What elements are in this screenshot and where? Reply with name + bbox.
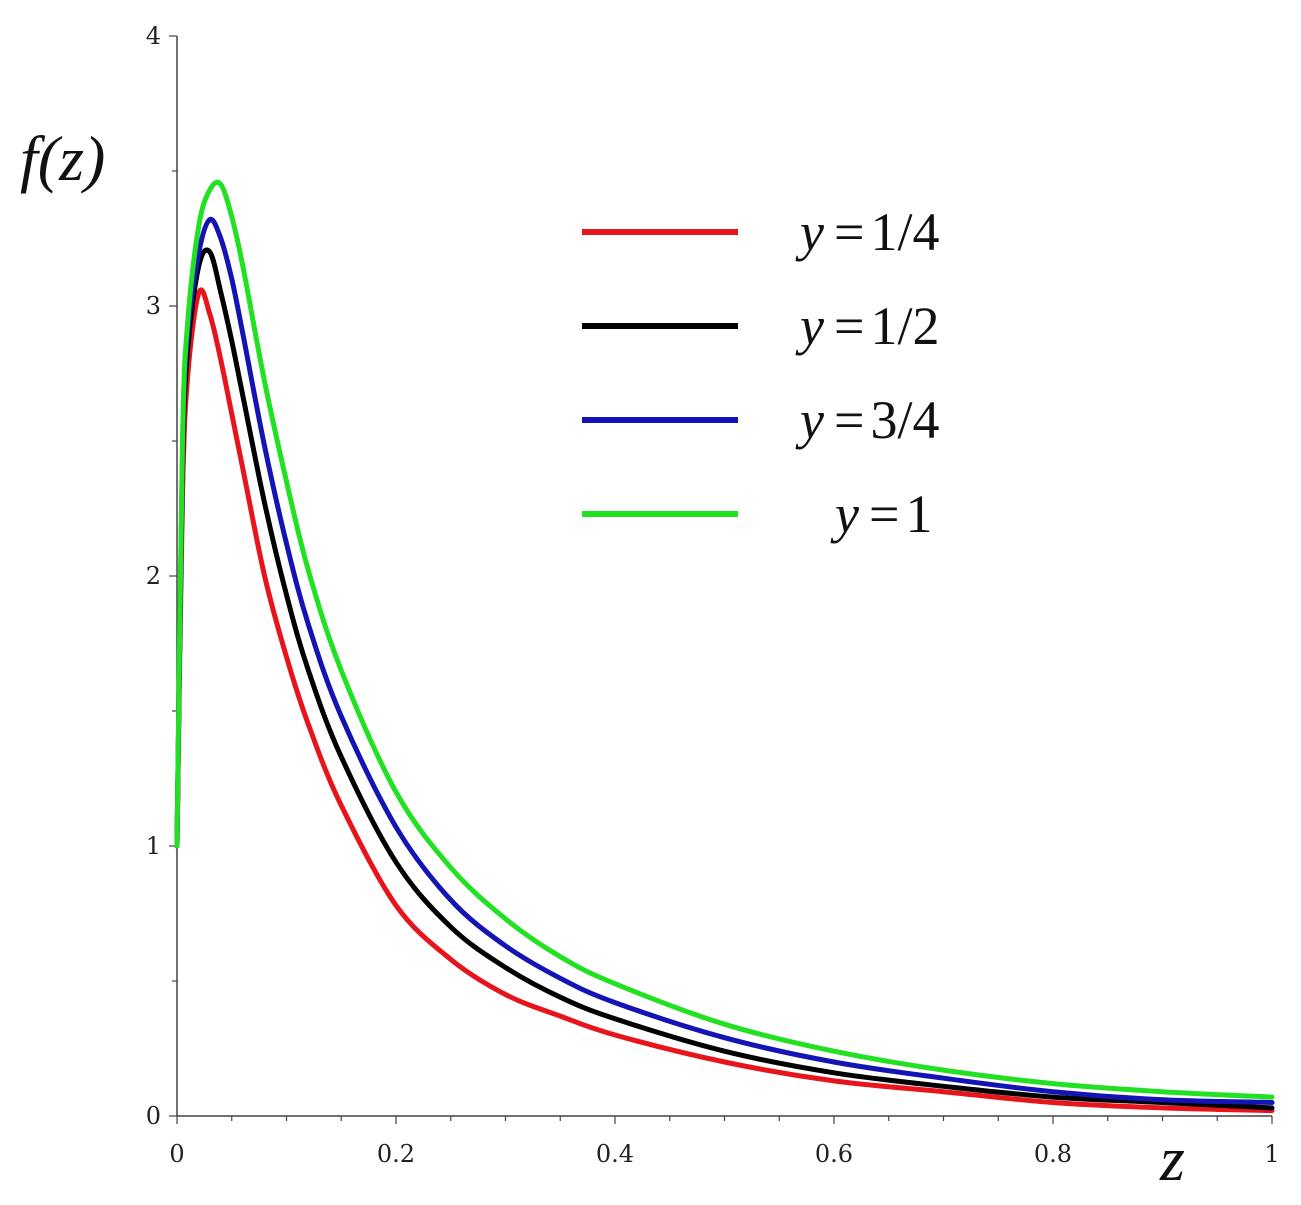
y-tick-label: 0 [146, 1102, 161, 1130]
x-axis-label: z [1159, 1123, 1185, 1194]
y-tick-label: 3 [146, 292, 161, 320]
x-tick-label: 0.6 [815, 1140, 853, 1168]
series-group [174, 179, 1275, 1114]
y-tick-label: 1 [146, 832, 161, 860]
x-tick-label: 0.2 [377, 1140, 415, 1168]
legend-label-2: y = 1/2 [795, 296, 939, 356]
series-line-3 [174, 216, 1275, 1105]
legend-label-1: y = 1/4 [795, 202, 939, 262]
x-tick-label: 0 [169, 1140, 184, 1168]
axes [176, 36, 1272, 1117]
legend-label-3: y = 3/4 [795, 390, 939, 450]
ticks: 0 0.2 0.4 0.6 0.8 1 0 1 2 3 4 [146, 22, 1280, 1168]
y-tick-label: 4 [146, 22, 161, 50]
series-line-4 [174, 179, 1275, 1100]
series-line-2 [174, 247, 1275, 1111]
x-tick-label: 0.8 [1034, 1140, 1072, 1168]
x-tick-label: 1 [1264, 1140, 1279, 1168]
series-line-1 [174, 287, 1275, 1114]
y-tick-label: 2 [146, 562, 161, 590]
legend-label-4: y = 1 [830, 484, 932, 544]
y-axis-label: f(z) [20, 123, 105, 194]
x-tick-label: 0.4 [596, 1140, 634, 1168]
legend: y = 1/4 y = 1/2 y = 3/4 y = 1 [582, 202, 939, 544]
